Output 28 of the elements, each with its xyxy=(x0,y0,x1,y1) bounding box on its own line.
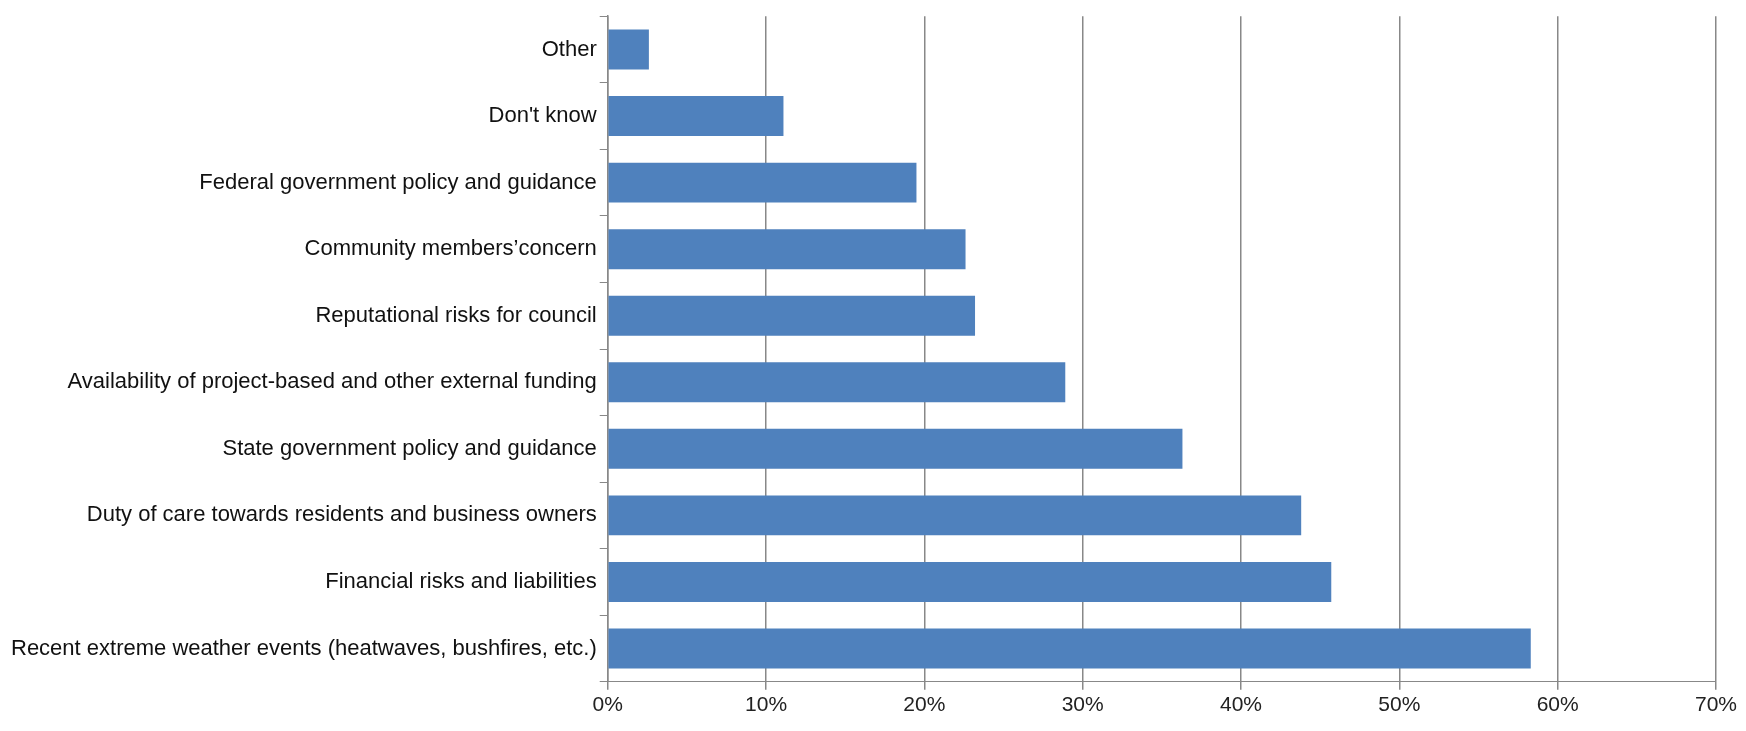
bar xyxy=(608,162,917,203)
x-tick-label: 40% xyxy=(1220,692,1263,716)
bar xyxy=(608,428,1183,469)
bar xyxy=(608,495,1302,536)
bar xyxy=(608,628,1531,669)
bar xyxy=(608,362,1066,403)
y-tick-label: Other xyxy=(541,35,597,61)
x-tick-label: 30% xyxy=(1061,692,1104,716)
y-tick-label: Financial risks and liabilities xyxy=(325,568,597,594)
y-tick-label: Federal government policy and guidance xyxy=(199,168,597,194)
y-tick-label: State government policy and guidance xyxy=(222,434,597,460)
x-tick-label: 60% xyxy=(1536,692,1579,716)
y-tick-label: Availability of project-based and other external funding xyxy=(67,368,597,394)
bar xyxy=(608,29,649,70)
bar xyxy=(608,561,1332,602)
x-tick-label: 0% xyxy=(592,692,623,716)
y-tick-label: Duty of care towards residents and business owners xyxy=(86,501,597,527)
x-tick-label: 20% xyxy=(903,692,946,716)
x-tick-label: 10% xyxy=(745,692,788,716)
x-tick-label: 50% xyxy=(1378,692,1421,716)
y-tick-label: Community members’concern xyxy=(304,235,597,261)
bar xyxy=(608,96,784,137)
y-tick-label: Recent extreme weather events (heatwaves, bushfires, etc.) xyxy=(11,634,597,660)
x-tick-label: 70% xyxy=(1694,692,1738,716)
bar xyxy=(608,295,976,336)
y-tick-label: Reputational risks for council xyxy=(315,301,597,327)
bar xyxy=(608,229,966,270)
y-tick-label: Don't know xyxy=(488,102,597,128)
